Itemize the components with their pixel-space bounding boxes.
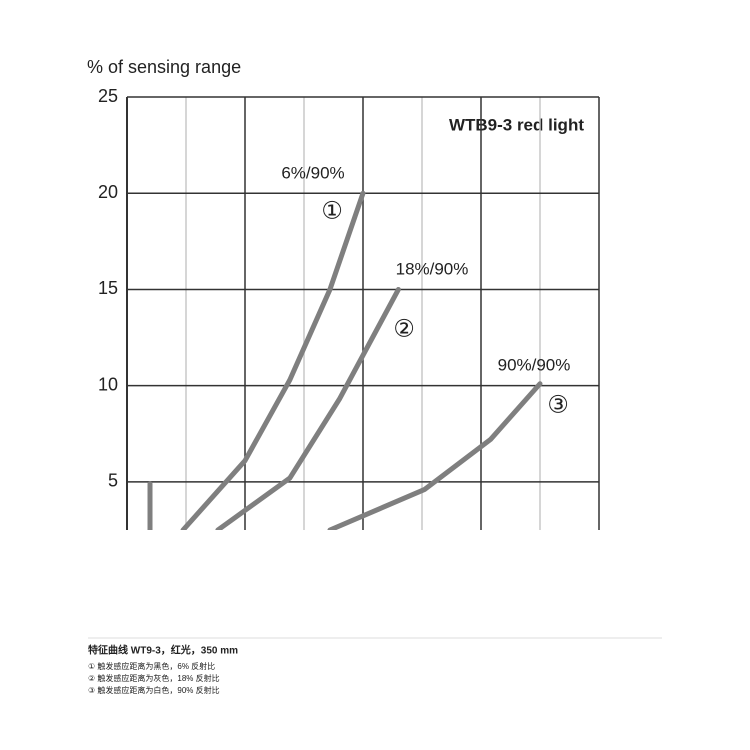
series-marker: ②: [393, 315, 415, 342]
series-line: [327, 381, 543, 530]
y-tick-label: 20: [98, 182, 118, 202]
y-tick-label: 5: [108, 471, 118, 491]
y-axis-label: % of sensing range: [87, 57, 241, 77]
series-label: 90%/90%: [498, 355, 571, 374]
y-tick-label: 25: [98, 86, 118, 106]
caption-note: ③ 触发感应距离为白色，90% 反射比: [88, 685, 220, 695]
series-line: [147, 190, 366, 530]
series-marker: ③: [547, 391, 569, 418]
series-marker: ①: [321, 197, 343, 224]
caption-title: 特征曲线 WT9-3，红光，350 mm: [88, 644, 238, 657]
chart-title: WTB9-3 red light: [449, 115, 584, 134]
caption-note: ① 触发感应距离为黑色，6% 反射比: [88, 661, 215, 671]
y-tick-label: 15: [98, 278, 118, 298]
series-label: 18%/90%: [396, 259, 469, 278]
plot-area: [147, 190, 543, 530]
caption-note: ② 触发感应距离为灰色，18% 反射比: [88, 673, 220, 683]
series-label: 6%/90%: [281, 163, 344, 182]
series-line: [215, 286, 401, 530]
y-tick-label: 10: [98, 374, 118, 394]
